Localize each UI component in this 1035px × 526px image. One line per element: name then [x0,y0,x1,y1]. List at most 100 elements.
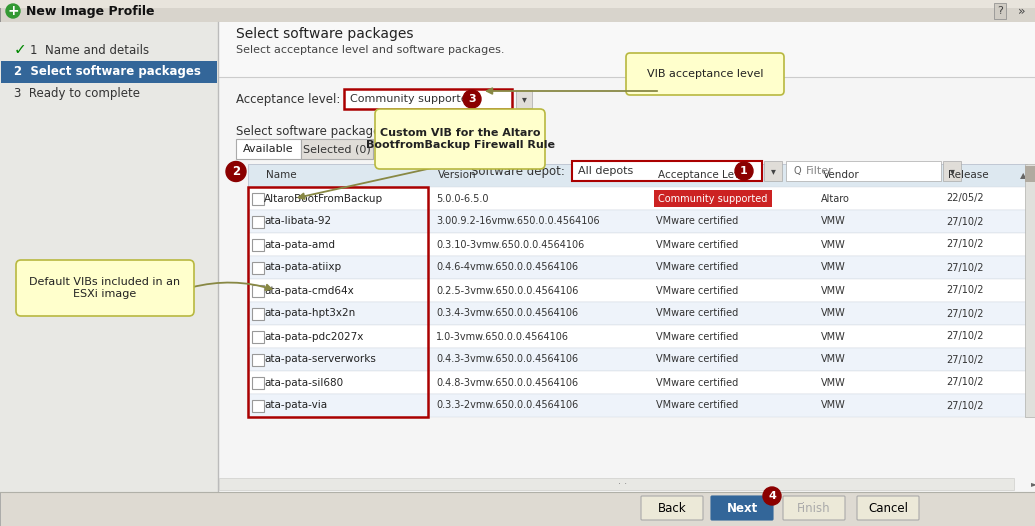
Text: 27/10/2: 27/10/2 [946,262,983,272]
Text: VMW: VMW [821,378,846,388]
Text: 1  Name and details: 1 Name and details [30,44,149,56]
Text: Community supported: Community supported [658,194,768,204]
FancyBboxPatch shape [252,354,264,366]
Text: Acceptance level:: Acceptance level: [236,93,341,106]
FancyBboxPatch shape [654,190,772,207]
Text: ata-pata-hpt3x2n: ata-pata-hpt3x2n [264,309,355,319]
FancyBboxPatch shape [248,394,1027,417]
FancyBboxPatch shape [1025,164,1035,417]
Text: 22/05/2: 22/05/2 [946,194,983,204]
Text: ata-pata-pdc2027x: ata-pata-pdc2027x [264,331,363,341]
FancyBboxPatch shape [219,22,1035,77]
Text: ata-pata-via: ata-pata-via [264,400,327,410]
FancyBboxPatch shape [1,61,217,83]
FancyBboxPatch shape [516,90,532,108]
Text: 1.0-3vmw.650.0.0.4564106: 1.0-3vmw.650.0.0.4564106 [436,331,569,341]
Circle shape [226,161,246,181]
FancyBboxPatch shape [252,262,264,274]
Text: Selected (0): Selected (0) [303,144,371,154]
Text: ata-libata-92: ata-libata-92 [264,217,331,227]
Text: VMW: VMW [821,355,846,365]
Text: VMW: VMW [821,239,846,249]
FancyBboxPatch shape [764,161,782,181]
Text: 27/10/2: 27/10/2 [946,378,983,388]
Text: Q: Q [794,166,802,176]
Text: ?: ? [997,6,1003,16]
Text: 1: 1 [740,166,748,176]
FancyBboxPatch shape [857,496,919,520]
Text: ▾: ▾ [771,166,775,176]
FancyBboxPatch shape [641,496,703,520]
Text: +: + [7,4,19,18]
Text: Available: Available [243,144,294,154]
Text: 2  Select software packages: 2 Select software packages [14,66,201,78]
Text: VMware certified: VMware certified [656,239,738,249]
Text: 27/10/2: 27/10/2 [946,331,983,341]
FancyBboxPatch shape [248,325,1027,348]
Circle shape [463,90,481,108]
Text: 5.0.0-6.5.0: 5.0.0-6.5.0 [436,194,489,204]
Text: VMW: VMW [821,262,846,272]
Text: 0.2.5-3vmw.650.0.0.4564106: 0.2.5-3vmw.650.0.0.4564106 [436,286,579,296]
Circle shape [6,4,20,18]
FancyBboxPatch shape [1025,166,1035,182]
Text: Select acceptance level and software packages.: Select acceptance level and software pac… [236,45,504,55]
FancyBboxPatch shape [626,53,783,95]
FancyBboxPatch shape [252,193,264,205]
Text: 0.4.6-4vmw.650.0.0.4564106: 0.4.6-4vmw.650.0.0.4564106 [436,262,579,272]
Text: Version: Version [438,170,477,180]
Text: 27/10/2: 27/10/2 [946,309,983,319]
FancyBboxPatch shape [711,496,773,520]
FancyBboxPatch shape [252,308,264,320]
Text: · ·: · · [618,479,627,489]
Text: Release: Release [948,170,988,180]
Text: Finish: Finish [797,501,831,514]
Text: VMW: VMW [821,400,846,410]
Text: ata-pata-serverworks: ata-pata-serverworks [264,355,376,365]
Text: VMware certified: VMware certified [656,309,738,319]
Text: AltaroBootFromBackup: AltaroBootFromBackup [264,194,383,204]
Text: ata-pata-atiixp: ata-pata-atiixp [264,262,342,272]
FancyBboxPatch shape [248,233,1027,256]
Text: VMware certified: VMware certified [656,286,738,296]
Text: 0.3.3-2vmw.650.0.0.4564106: 0.3.3-2vmw.650.0.0.4564106 [436,400,579,410]
FancyBboxPatch shape [248,302,1027,325]
Text: VMW: VMW [821,286,846,296]
Text: 3  Ready to complete: 3 Ready to complete [14,87,140,100]
Text: 27/10/2: 27/10/2 [946,239,983,249]
FancyBboxPatch shape [219,23,1035,492]
Text: Custom VIB for the Altaro
BootfromBackup Firewall Rule: Custom VIB for the Altaro BootfromBackup… [365,128,555,150]
FancyBboxPatch shape [0,492,1035,526]
FancyBboxPatch shape [344,89,512,109]
Text: Altaro: Altaro [821,194,850,204]
FancyBboxPatch shape [252,400,264,412]
FancyBboxPatch shape [0,0,1035,22]
FancyBboxPatch shape [252,331,264,343]
Text: Select software packages:: Select software packages: [236,125,390,137]
Text: Vendor: Vendor [823,170,860,180]
Text: ▾: ▾ [522,94,527,104]
Text: VMW: VMW [821,309,846,319]
Text: Acceptance Level: Acceptance Level [658,170,749,180]
Text: VIB acceptance level: VIB acceptance level [647,69,763,79]
Text: Default VIBs included in an
ESXi image: Default VIBs included in an ESXi image [29,277,180,299]
FancyBboxPatch shape [248,371,1027,394]
Text: Back: Back [657,501,686,514]
Text: 0.3.10-3vmw.650.0.0.4564106: 0.3.10-3vmw.650.0.0.4564106 [436,239,584,249]
FancyBboxPatch shape [252,239,264,251]
Text: VMW: VMW [821,217,846,227]
Text: 2: 2 [232,165,240,178]
Text: Software depot:: Software depot: [471,165,565,177]
Text: All depots: All depots [578,166,633,176]
Text: Community supported: Community supported [350,94,475,104]
Text: Select software packages: Select software packages [236,27,414,41]
Text: ✓: ✓ [14,43,27,57]
FancyBboxPatch shape [248,187,1027,210]
Text: VMware certified: VMware certified [656,400,738,410]
Text: VMware certified: VMware certified [656,355,738,365]
Text: 27/10/2: 27/10/2 [946,286,983,296]
Text: 0.4.8-3vmw.650.0.0.4564106: 0.4.8-3vmw.650.0.0.4564106 [436,378,579,388]
FancyBboxPatch shape [248,348,1027,371]
FancyBboxPatch shape [572,161,762,181]
Text: 3.00.9.2-16vmw.650.0.0.4564106: 3.00.9.2-16vmw.650.0.0.4564106 [436,217,599,227]
